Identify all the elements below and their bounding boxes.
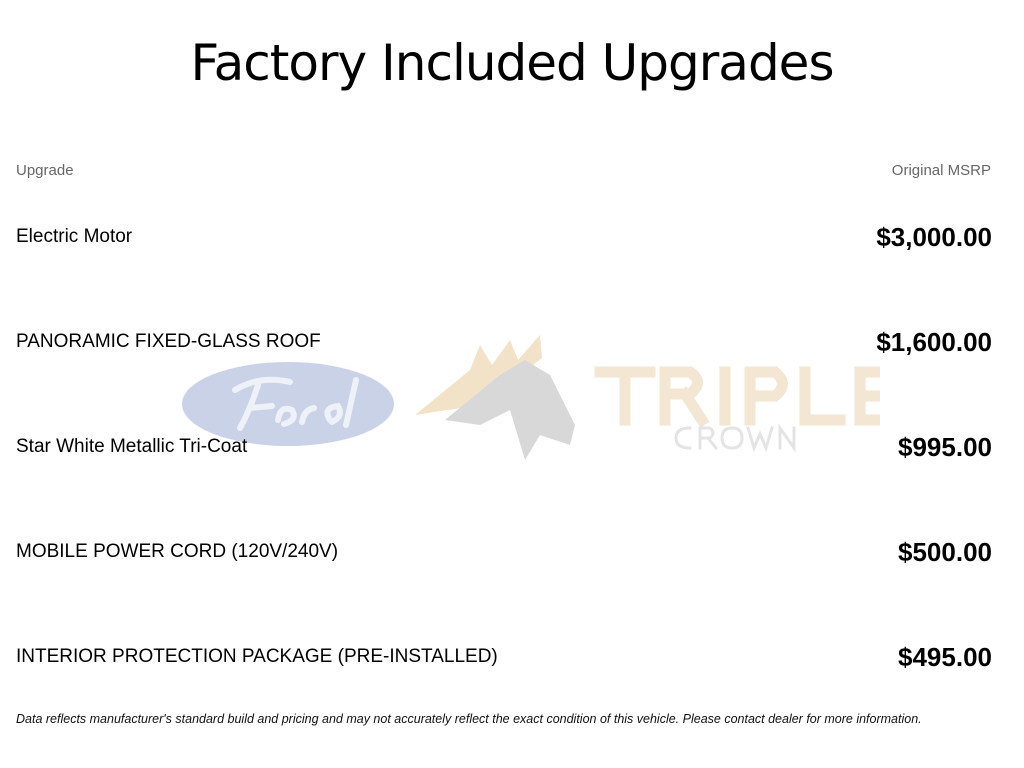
triple-crown-wordmark bbox=[594, 366, 880, 453]
table-row: Star White Metallic Tri-Coat $995.00 bbox=[16, 427, 992, 467]
upgrade-price: $500.00 bbox=[898, 536, 992, 567]
dealer-watermark-logo bbox=[182, 335, 880, 460]
upgrade-name: INTERIOR PROTECTION PACKAGE (PRE-INSTALL… bbox=[16, 646, 498, 667]
horse-head-icon bbox=[445, 360, 575, 460]
upgrade-price: $3,000.00 bbox=[876, 221, 992, 252]
disclaimer-text: Data reflects manufacturer's standard bu… bbox=[16, 712, 922, 726]
ford-oval-logo bbox=[182, 362, 394, 446]
crown-icon bbox=[415, 335, 542, 415]
upgrade-price: $1,600.00 bbox=[876, 326, 992, 357]
upgrade-name: PANORAMIC FIXED-GLASS ROOF bbox=[16, 331, 321, 352]
upgrade-price: $495.00 bbox=[898, 641, 992, 672]
upgrade-name: Electric Motor bbox=[16, 226, 133, 247]
table-row: MOBILE POWER CORD (120V/240V) $500.00 bbox=[16, 532, 992, 572]
column-header-msrp: Original MSRP bbox=[891, 162, 991, 179]
table-row: Electric Motor $3,000.00 bbox=[16, 217, 992, 257]
table-row: PANORAMIC FIXED-GLASS ROOF $1,600.00 bbox=[16, 322, 992, 362]
column-header-upgrade: Upgrade bbox=[16, 162, 74, 179]
upgrade-name: MOBILE POWER CORD (120V/240V) bbox=[16, 541, 339, 562]
upgrade-name: Star White Metallic Tri-Coat bbox=[16, 436, 248, 457]
upgrade-price: $995.00 bbox=[898, 431, 992, 462]
table-row: INTERIOR PROTECTION PACKAGE (PRE-INSTALL… bbox=[16, 637, 992, 677]
page-title: Factory Included Upgrades bbox=[190, 34, 835, 92]
